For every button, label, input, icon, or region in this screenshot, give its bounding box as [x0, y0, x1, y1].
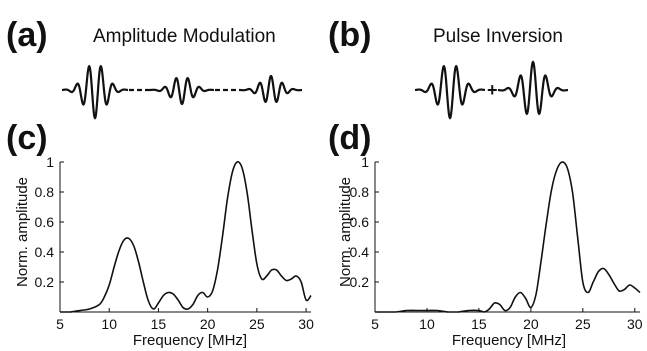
xlabel-d: Frequency [MHz] [452, 332, 566, 349]
x-tick-label-d-30: 30 [627, 316, 643, 332]
y-tick-label-d-3: 0.8 [350, 184, 370, 200]
panel-title-b: Pulse Inversion [433, 26, 563, 47]
x-tick-label-c-20: 20 [200, 316, 216, 332]
spectrum-chart-d: Norm. amplitude Frequency [MHz] 5 10 15 20 2… [337, 154, 643, 349]
x-tick-label-c-25: 25 [249, 316, 265, 332]
x-tick-label-d-15: 15 [471, 316, 487, 332]
ylabel-c: Norm. amplitude [14, 177, 31, 287]
y-tick-label-d-1: 0.4 [350, 244, 370, 260]
pulse-a-half-2 [239, 74, 303, 104]
pulse-b-inverted [497, 60, 569, 116]
x-tick-label-d-25: 25 [575, 316, 591, 332]
x-tick-label-c-30: 30 [298, 316, 314, 332]
x-tick-label-c-15: 15 [151, 316, 167, 332]
panel-letter-a: (a) [6, 16, 48, 54]
y-tick-label-c-2: 0.6 [35, 214, 55, 230]
xlabel-c: Frequency [MHz] [133, 332, 247, 349]
y-tick-label-c-4: 1 [46, 154, 54, 170]
y-tick-label-d-4: 1 [361, 154, 369, 170]
y-tick-label-d-2: 0.6 [350, 214, 370, 230]
x-tick-label-c-10: 10 [101, 316, 117, 332]
panel-letter-c: (c) [6, 119, 48, 157]
pulse-b-positive [414, 64, 486, 120]
x-tick-label-d-5: 5 [371, 316, 379, 332]
y-tick-label-c-1: 0.4 [35, 244, 55, 260]
x-tick-label-c-5: 5 [56, 316, 64, 332]
y-tick-label-d-0: 0.2 [350, 274, 370, 290]
ylabel-d: Norm. amplitude [337, 177, 354, 287]
x-tick-label-d-20: 20 [523, 316, 539, 332]
pulse-inversion-plus-sign: + [487, 80, 498, 100]
spectrum-line-d [374, 161, 641, 313]
y-tick-label-c-0: 0.2 [35, 274, 55, 290]
x-tick-label-d-10: 10 [419, 316, 435, 332]
pulse-a-half-1 [149, 76, 215, 106]
amplitude-modulation-pulses [61, 64, 303, 120]
spectrum-chart-c: Norm. amplitude Frequency [MHz] 5 10 15 20 2… [14, 154, 314, 349]
pulse-a-full [61, 64, 129, 120]
spectrum-line-c [59, 161, 312, 313]
panel-letter-d: (d) [328, 119, 371, 157]
panel-letter-b: (b) [328, 16, 371, 54]
y-tick-label-c-3: 0.8 [35, 184, 55, 200]
pulse-inversion-pulses [414, 60, 569, 120]
panel-title-a: Amplitude Modulation [93, 26, 276, 47]
